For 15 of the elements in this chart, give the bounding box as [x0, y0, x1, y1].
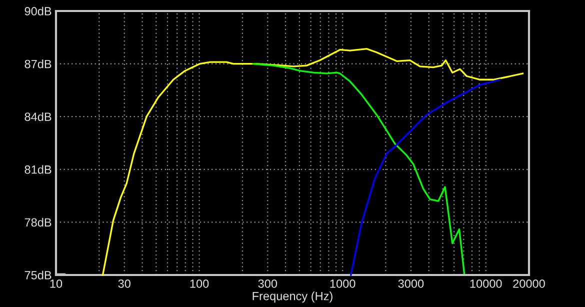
x-tick-label: 300 [258, 279, 278, 288]
x-tick-label: 3000 [398, 279, 424, 288]
x-tick-label: 1000 [330, 279, 356, 288]
y-tick-label: 87dB [24, 60, 52, 68]
x-axis-title: Frequency (Hz) [252, 292, 332, 303]
x-tick-label: 10 [50, 279, 62, 288]
x-tick-label: 20000 [513, 279, 545, 288]
y-tick-label: 78dB [24, 218, 52, 227]
x-tick-label: 30 [118, 279, 130, 288]
y-tick-label: 75dB [24, 270, 52, 280]
y-tick-label: 90dB [24, 6, 52, 16]
y-tick-label: 81dB [24, 165, 52, 174]
y-tick-label: 84dB [24, 112, 52, 121]
x-tick-label: 100 [190, 279, 209, 288]
x-tick-label: 10000 [470, 279, 502, 288]
